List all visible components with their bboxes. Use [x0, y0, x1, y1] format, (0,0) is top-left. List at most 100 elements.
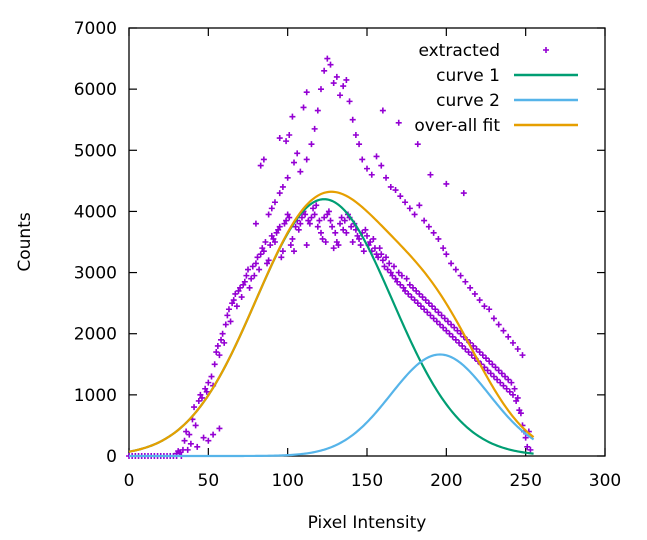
data-point	[227, 318, 234, 325]
data-point	[297, 220, 304, 227]
data-point	[262, 239, 269, 245]
data-point	[183, 428, 190, 435]
data-point	[506, 388, 513, 395]
y-tick-label: 6000	[74, 80, 117, 100]
data-point	[444, 318, 451, 325]
data-point	[286, 214, 293, 221]
data-point	[319, 235, 326, 242]
data-point	[265, 211, 272, 218]
x-tick-label: 100	[271, 471, 303, 491]
data-point	[308, 214, 315, 221]
data-point	[414, 300, 421, 307]
data-point	[245, 266, 251, 273]
data-point	[468, 352, 475, 359]
data-point	[324, 211, 331, 218]
series-line-curve-1	[128, 198, 534, 455]
data-point	[425, 300, 432, 307]
data-point	[186, 431, 193, 438]
data-point	[508, 379, 515, 386]
data-point	[335, 242, 342, 249]
data-point	[422, 297, 429, 304]
data-point	[303, 156, 310, 163]
data-point	[389, 272, 396, 279]
data-point	[383, 174, 390, 181]
legend-marker	[543, 47, 549, 53]
data-point	[497, 379, 504, 386]
y-tick-label: 1000	[74, 386, 117, 406]
data-point	[311, 125, 318, 132]
data-point	[435, 235, 442, 242]
data-point	[513, 397, 520, 404]
data-point	[333, 239, 340, 245]
data-point	[486, 306, 493, 313]
data-point	[338, 214, 345, 221]
data-point	[360, 248, 367, 255]
data-point	[429, 303, 436, 310]
data-point	[233, 303, 240, 310]
data-point	[221, 339, 228, 346]
data-point	[368, 171, 375, 178]
legend-label: over-all fit	[414, 116, 500, 136]
data-point	[222, 321, 229, 328]
data-point	[408, 294, 415, 301]
data-point	[252, 260, 259, 267]
data-point	[327, 217, 334, 224]
data-point	[427, 171, 434, 178]
data-point	[522, 434, 529, 441]
data-point	[514, 346, 521, 352]
data-point	[260, 156, 267, 163]
data-point	[237, 284, 244, 291]
data-point	[216, 352, 223, 359]
data-point	[184, 446, 191, 453]
data-point	[419, 294, 426, 301]
data-point	[230, 297, 237, 304]
data-point	[386, 260, 393, 267]
data-point	[356, 235, 363, 242]
data-point	[492, 364, 499, 371]
data-point	[397, 281, 404, 288]
data-point	[283, 217, 290, 224]
data-point	[317, 86, 324, 93]
data-point	[257, 251, 264, 258]
data-point	[310, 205, 317, 212]
data-point	[219, 330, 226, 337]
data-point	[187, 440, 194, 447]
data-point	[467, 284, 474, 291]
data-point	[354, 232, 361, 239]
data-point	[364, 232, 370, 239]
data-point	[376, 245, 383, 252]
data-point	[384, 266, 391, 273]
data-point	[218, 336, 225, 343]
data-point	[502, 373, 509, 380]
data-point	[403, 275, 410, 282]
data-point	[441, 315, 448, 322]
data-point	[489, 361, 496, 368]
x-tick-label: 300	[589, 471, 621, 491]
data-point	[343, 229, 350, 236]
data-point	[457, 272, 464, 279]
data-point	[427, 312, 434, 319]
data-point	[265, 257, 272, 264]
data-point	[229, 300, 236, 307]
data-point	[473, 346, 480, 352]
data-point	[276, 223, 283, 230]
data-point	[286, 132, 293, 138]
data-point	[411, 211, 418, 218]
data-point	[297, 168, 304, 175]
data-point	[271, 199, 278, 206]
data-point	[451, 324, 458, 331]
data-point	[192, 422, 199, 429]
legend-label: curve 2	[436, 91, 500, 111]
data-point	[337, 92, 344, 99]
data-point	[394, 278, 401, 285]
data-point	[249, 263, 256, 270]
data-point	[357, 242, 364, 249]
data-point	[343, 76, 350, 83]
data-point	[327, 61, 334, 68]
data-point	[291, 159, 298, 166]
data-point	[340, 83, 347, 90]
data-point	[449, 333, 456, 340]
data-point	[430, 315, 437, 322]
data-point	[402, 287, 409, 294]
